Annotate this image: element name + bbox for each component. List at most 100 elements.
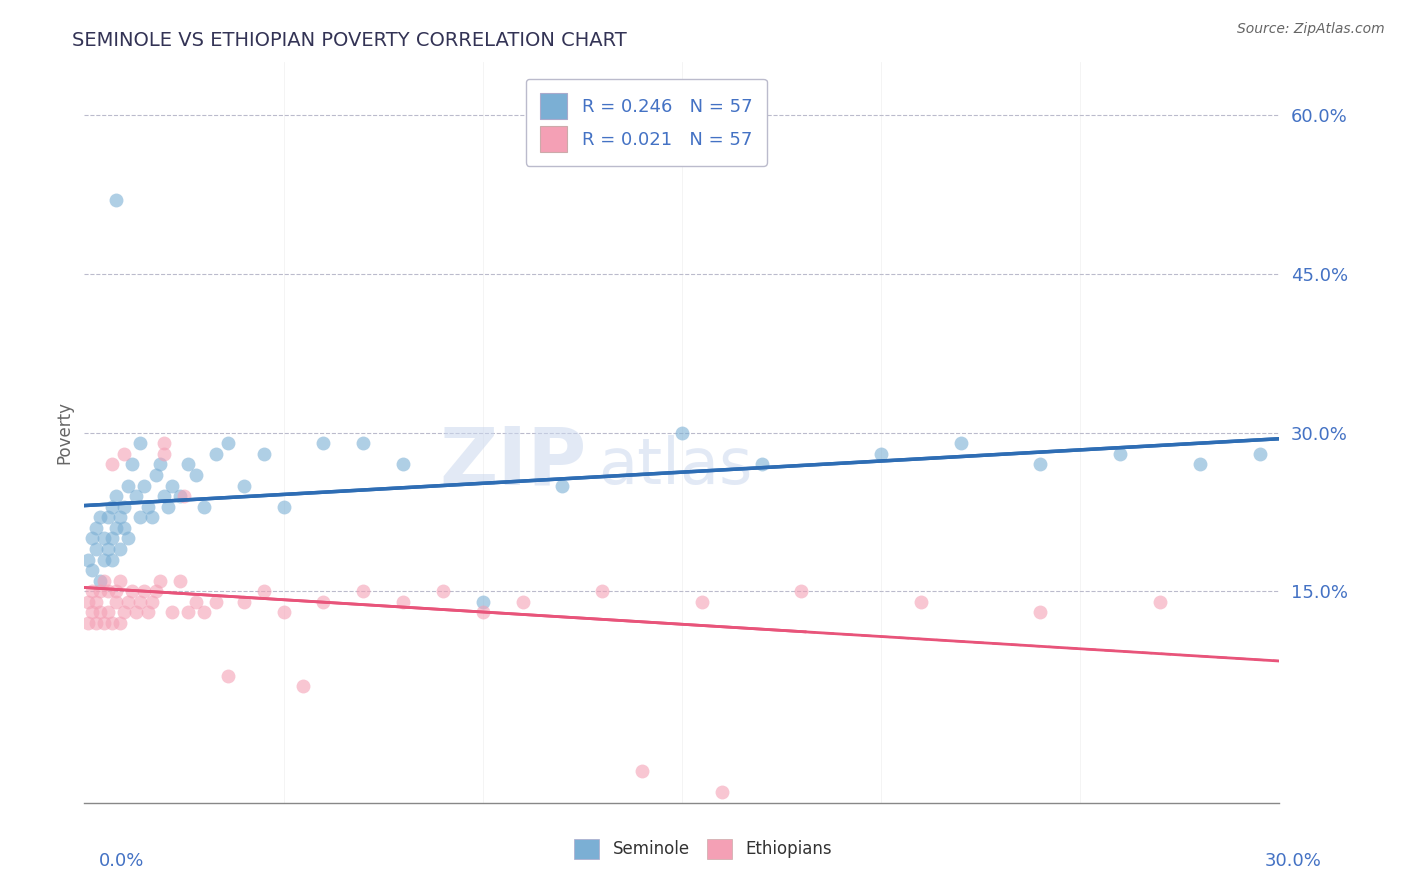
Point: [86, 615, 108, 630]
Point: [352, 584, 374, 599]
Point: [101, 458, 124, 472]
Point: [97, 584, 120, 599]
Point: [112, 500, 135, 514]
Point: [129, 510, 152, 524]
Point: [89, 574, 111, 588]
Point: [121, 584, 143, 599]
Point: [1029, 606, 1052, 620]
Point: [89, 510, 111, 524]
Point: [93, 532, 115, 546]
Point: [145, 584, 167, 599]
Point: [690, 595, 713, 609]
Point: [105, 595, 128, 609]
Point: [177, 606, 200, 620]
Point: [89, 606, 111, 620]
Point: [471, 595, 494, 609]
Point: [631, 764, 654, 778]
Point: [392, 595, 415, 609]
Point: [86, 595, 108, 609]
Point: [117, 595, 139, 609]
Point: [751, 458, 773, 472]
Point: [105, 489, 128, 503]
Point: [132, 478, 156, 492]
Point: [273, 606, 295, 620]
Point: [105, 521, 128, 535]
Point: [82, 563, 104, 577]
Point: [136, 500, 159, 514]
Point: [86, 541, 108, 556]
Point: [101, 615, 124, 630]
Point: [149, 458, 172, 472]
Point: [217, 436, 239, 450]
Point: [160, 478, 183, 492]
Point: [105, 193, 128, 207]
Point: [101, 500, 124, 514]
Point: [77, 595, 100, 609]
Point: [110, 541, 132, 556]
Point: [352, 436, 374, 450]
Point: [82, 532, 104, 546]
Point: [232, 595, 254, 609]
Point: [97, 541, 120, 556]
Point: [193, 500, 215, 514]
Point: [93, 615, 115, 630]
Point: [710, 785, 733, 799]
Point: [232, 478, 254, 492]
Point: [149, 574, 172, 588]
Point: [77, 552, 100, 566]
Point: [105, 584, 128, 599]
Point: [173, 489, 195, 503]
Point: [392, 458, 415, 472]
Point: [217, 669, 239, 683]
Legend: Seminole, Ethiopians: Seminole, Ethiopians: [568, 832, 838, 866]
Point: [790, 584, 813, 599]
Point: [551, 478, 574, 492]
Point: [671, 425, 693, 440]
Point: [160, 606, 183, 620]
Point: [1029, 458, 1052, 472]
Point: [101, 532, 124, 546]
Point: [125, 606, 148, 620]
Point: [205, 595, 228, 609]
Point: [141, 510, 163, 524]
Point: [112, 606, 135, 620]
Text: 0.0%: 0.0%: [98, 852, 143, 870]
Point: [93, 574, 115, 588]
Point: [253, 447, 276, 461]
Point: [193, 606, 215, 620]
Y-axis label: Poverty: Poverty: [55, 401, 73, 464]
Point: [86, 521, 108, 535]
Point: [77, 615, 100, 630]
Point: [169, 489, 191, 503]
Point: [112, 521, 135, 535]
Point: [910, 595, 932, 609]
Point: [117, 478, 139, 492]
Point: [253, 584, 276, 599]
Point: [1109, 447, 1132, 461]
Point: [870, 447, 893, 461]
Point: [89, 584, 111, 599]
Text: 30.0%: 30.0%: [1265, 852, 1322, 870]
Point: [110, 615, 132, 630]
Point: [169, 574, 191, 588]
Text: Source: ZipAtlas.com: Source: ZipAtlas.com: [1237, 22, 1385, 37]
Point: [1188, 458, 1211, 472]
Point: [136, 606, 159, 620]
Point: [110, 510, 132, 524]
Point: [110, 574, 132, 588]
Point: [141, 595, 163, 609]
Point: [112, 447, 135, 461]
Point: [125, 489, 148, 503]
Point: [312, 436, 335, 450]
Point: [157, 500, 180, 514]
Point: [273, 500, 295, 514]
Text: SEMINOLE VS ETHIOPIAN POVERTY CORRELATION CHART: SEMINOLE VS ETHIOPIAN POVERTY CORRELATIO…: [73, 30, 627, 50]
Point: [97, 510, 120, 524]
Text: atlas: atlas: [599, 435, 752, 497]
Point: [471, 606, 494, 620]
Point: [153, 489, 176, 503]
Point: [177, 458, 200, 472]
Point: [129, 595, 152, 609]
Point: [82, 584, 104, 599]
Point: [1249, 447, 1271, 461]
